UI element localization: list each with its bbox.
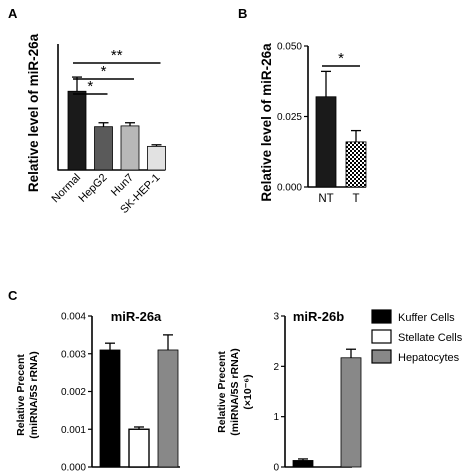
bar bbox=[292, 460, 314, 468]
legend-swatch bbox=[371, 309, 392, 324]
chart-title: miR-26a bbox=[111, 309, 162, 324]
bar bbox=[340, 357, 362, 468]
legend-label: Stellate Cells bbox=[398, 332, 463, 344]
legend-swatch bbox=[371, 329, 392, 344]
chart-panel-b: 0.000 0.025 0.050 * NT T Relative level of miR… bbox=[259, 42, 367, 205]
y-tick-label: 0.050 bbox=[277, 42, 302, 53]
bar bbox=[120, 125, 140, 171]
panel-letter-c: C bbox=[8, 288, 18, 303]
y-tick-label: 1 bbox=[273, 412, 279, 423]
bar bbox=[94, 126, 113, 171]
significance-marker: * bbox=[87, 78, 93, 95]
x-tick-label: T bbox=[352, 193, 359, 205]
panel-letter-a: A bbox=[8, 6, 18, 21]
y-axis-label: (miRNA/5S rRNA) bbox=[229, 348, 241, 436]
y-axis-label: Relative level of miR-26a bbox=[26, 33, 41, 192]
y-tick-label: 3 bbox=[273, 312, 279, 323]
y-tick-label: 0.000 bbox=[61, 463, 86, 474]
y-axis-label: (×10⁻⁶) bbox=[242, 374, 254, 409]
x-tick-label: Normal bbox=[50, 172, 84, 206]
bar bbox=[147, 145, 166, 171]
significance-marker: * bbox=[338, 50, 344, 67]
x-tick-label: NT bbox=[318, 193, 333, 205]
y-tick-label: 0.003 bbox=[61, 349, 86, 360]
significance-marker: * bbox=[101, 63, 107, 80]
bar bbox=[67, 90, 87, 171]
bar bbox=[99, 349, 121, 468]
chart-title: miR-26b bbox=[293, 309, 344, 324]
panel-letter-b: B bbox=[238, 6, 247, 21]
bar bbox=[157, 349, 179, 468]
bar bbox=[315, 96, 337, 188]
x-tick-label: HepG2 bbox=[76, 172, 109, 205]
chart-panel-c-mir26a: 0.000 0.001 0.002 0.003 0.004 Relative Precen… bbox=[15, 309, 180, 474]
y-tick-label: 0.002 bbox=[61, 387, 86, 398]
y-axis-label: Relative level of miR-26a bbox=[259, 43, 274, 202]
y-tick-label: 0.001 bbox=[61, 425, 86, 436]
y-tick-label: 0.004 bbox=[61, 312, 86, 323]
y-tick-label: 2 bbox=[273, 362, 279, 373]
legend-label: Kuffer Cells bbox=[398, 312, 455, 324]
y-tick-label: 0.025 bbox=[277, 112, 302, 123]
bar bbox=[345, 141, 367, 188]
significance-marker: ** bbox=[111, 47, 123, 64]
y-axis-label: (miRNA/5S rRNA) bbox=[28, 351, 40, 439]
y-tick-label: 0.000 bbox=[277, 183, 302, 194]
legend-swatch bbox=[371, 349, 392, 364]
y-tick-label: 0 bbox=[273, 463, 279, 474]
legend: Kuffer Cells Stellate Cells Hepatocytes bbox=[371, 309, 463, 364]
chart-panel-c-mir26b: 0 1 2 3 Relative Precent (miRNA/5S rRNA) (×10⁻… bbox=[216, 309, 362, 474]
bar bbox=[128, 428, 150, 468]
y-axis-label: Relative Precent bbox=[216, 351, 228, 433]
y-axis-label: Relative Precent bbox=[15, 354, 27, 436]
legend-label: Hepatocytes bbox=[398, 352, 460, 364]
